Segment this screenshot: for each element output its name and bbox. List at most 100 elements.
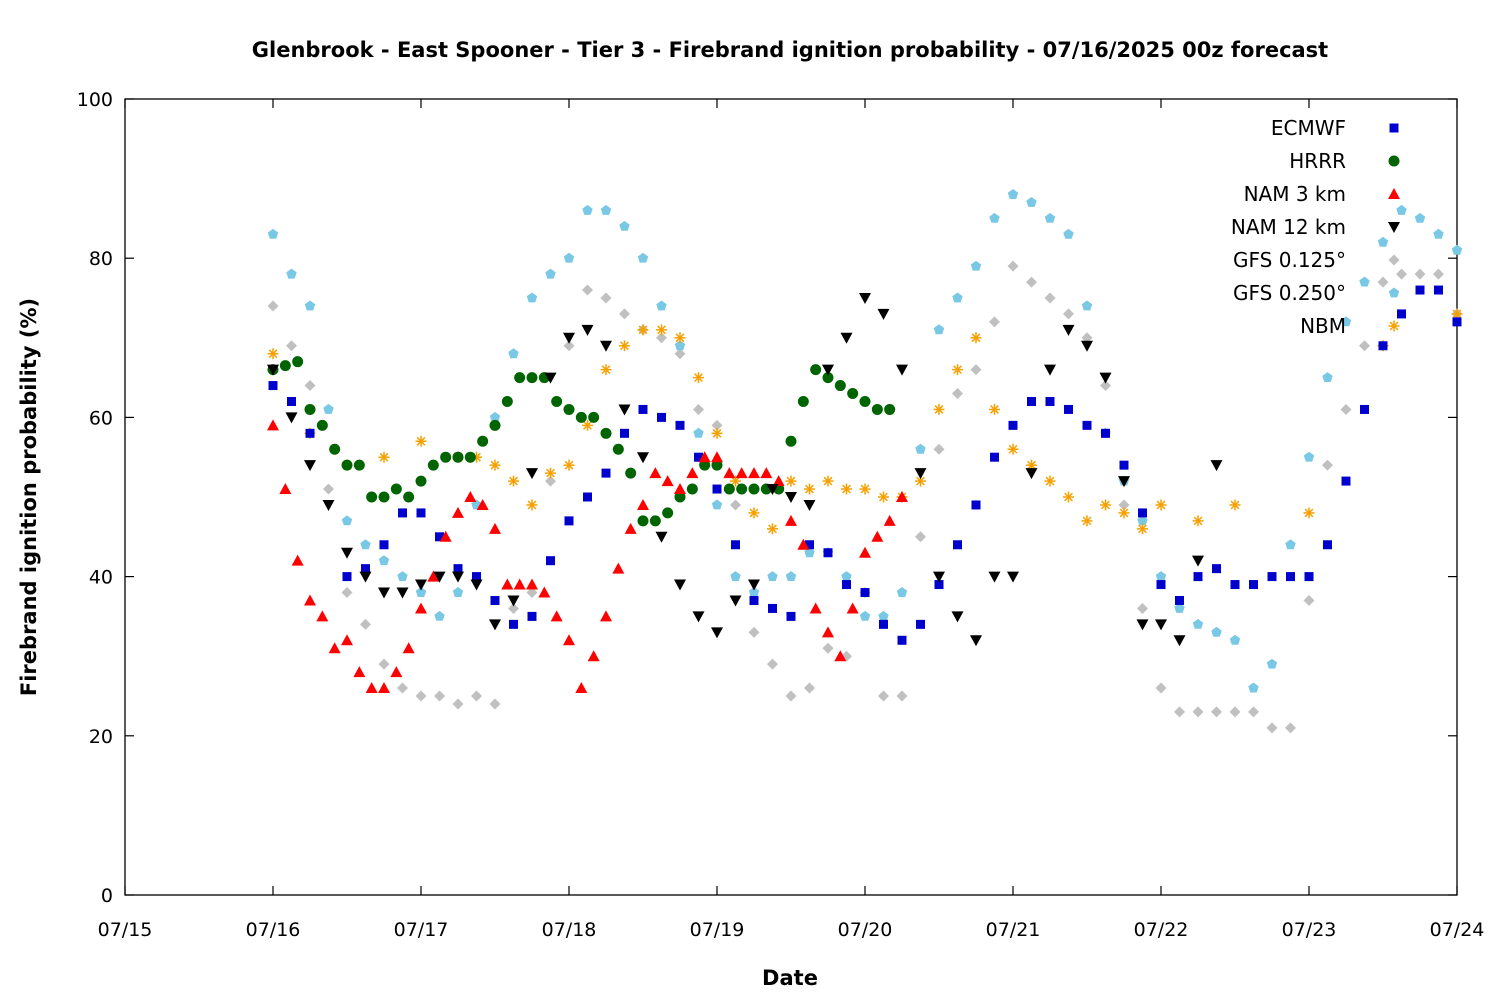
data-point [415,579,427,591]
data-point [360,539,371,550]
data-point [785,492,797,503]
data-point [637,498,649,510]
data-point [563,403,575,415]
data-point [797,395,809,407]
data-marks [267,189,1463,734]
data-point [1007,571,1019,583]
data-point [748,626,760,638]
data-point [952,292,963,303]
data-point [292,356,304,368]
data-point [600,427,612,439]
data-point [1434,285,1443,295]
data-point [675,420,685,430]
data-point [378,682,390,694]
legend-marker [1389,123,1399,133]
data-point [279,483,292,495]
data-point [508,475,519,487]
data-point [767,523,778,535]
data-point [649,467,662,479]
data-point [341,459,353,471]
x-tick-label: 07/15 [98,919,153,941]
data-point [304,403,316,415]
data-point [878,610,889,621]
data-point [692,611,705,623]
data-point [1081,515,1093,527]
data-point [1192,618,1204,629]
data-point [748,587,760,597]
data-point [933,443,945,455]
data-point [970,635,982,647]
data-point [693,372,704,384]
data-point [526,578,538,590]
data-point [490,595,500,605]
data-point [933,571,945,583]
data-point [1007,443,1019,455]
data-point [686,483,698,495]
data-point [415,475,427,487]
data-point [730,499,741,511]
data-point [379,540,389,550]
data-point [952,388,963,400]
data-point [656,300,667,311]
data-point [526,292,538,303]
legend-label: GFS 0.125° [1233,248,1346,272]
data-point [1137,602,1148,614]
data-point [1155,499,1167,511]
data-point [1192,555,1204,567]
plot-frame [124,98,1458,896]
data-point [464,491,477,502]
data-point [563,332,575,344]
data-point [1322,372,1333,382]
data-point [1341,476,1351,486]
data-point [415,690,427,702]
data-point [489,522,501,534]
data-point [1433,268,1444,280]
data-point [723,467,736,479]
data-point [1303,594,1315,606]
data-point [322,499,335,511]
data-point [1137,515,1148,526]
data-point [1100,499,1111,511]
data-point [803,499,816,511]
data-point [1119,460,1129,470]
plot-area: 07/15 07/16 07/17 07/18 07/19 07/20 07/21 07/22… [77,89,1485,941]
data-point [1064,404,1073,414]
data-point [267,419,279,431]
data-point [766,484,779,496]
data-point [507,595,520,607]
data-point [834,380,846,392]
data-point [396,587,409,599]
data-point [472,572,481,582]
data-point [785,435,797,447]
data-point [612,562,625,574]
data-point [415,435,427,447]
data-point [619,308,630,320]
data-point [637,515,649,527]
data-point [871,403,883,415]
data-point [470,579,483,591]
data-point [768,603,777,613]
data-point [797,538,810,550]
y-tick-label: 60 [89,407,113,429]
data-point [693,427,704,438]
data-point [612,443,624,455]
data-point [971,500,981,510]
data-point [1378,341,1388,351]
data-point [341,547,353,559]
data-point [1248,682,1259,693]
data-point [563,634,575,646]
data-point [656,332,667,344]
data-point [637,452,649,464]
data-point [712,484,722,494]
x-tick-label: 07/21 [986,919,1041,941]
x-tick-label: 07/24 [1430,919,1485,941]
data-point [439,530,452,542]
legend-label: NBM [1300,314,1346,338]
x-tick-label: 07/18 [542,919,597,941]
data-point [748,467,760,479]
legend-marker [1388,320,1400,332]
data-point [625,467,637,479]
data-point [1008,420,1018,430]
data-point [1044,364,1056,376]
data-point [1063,228,1074,239]
